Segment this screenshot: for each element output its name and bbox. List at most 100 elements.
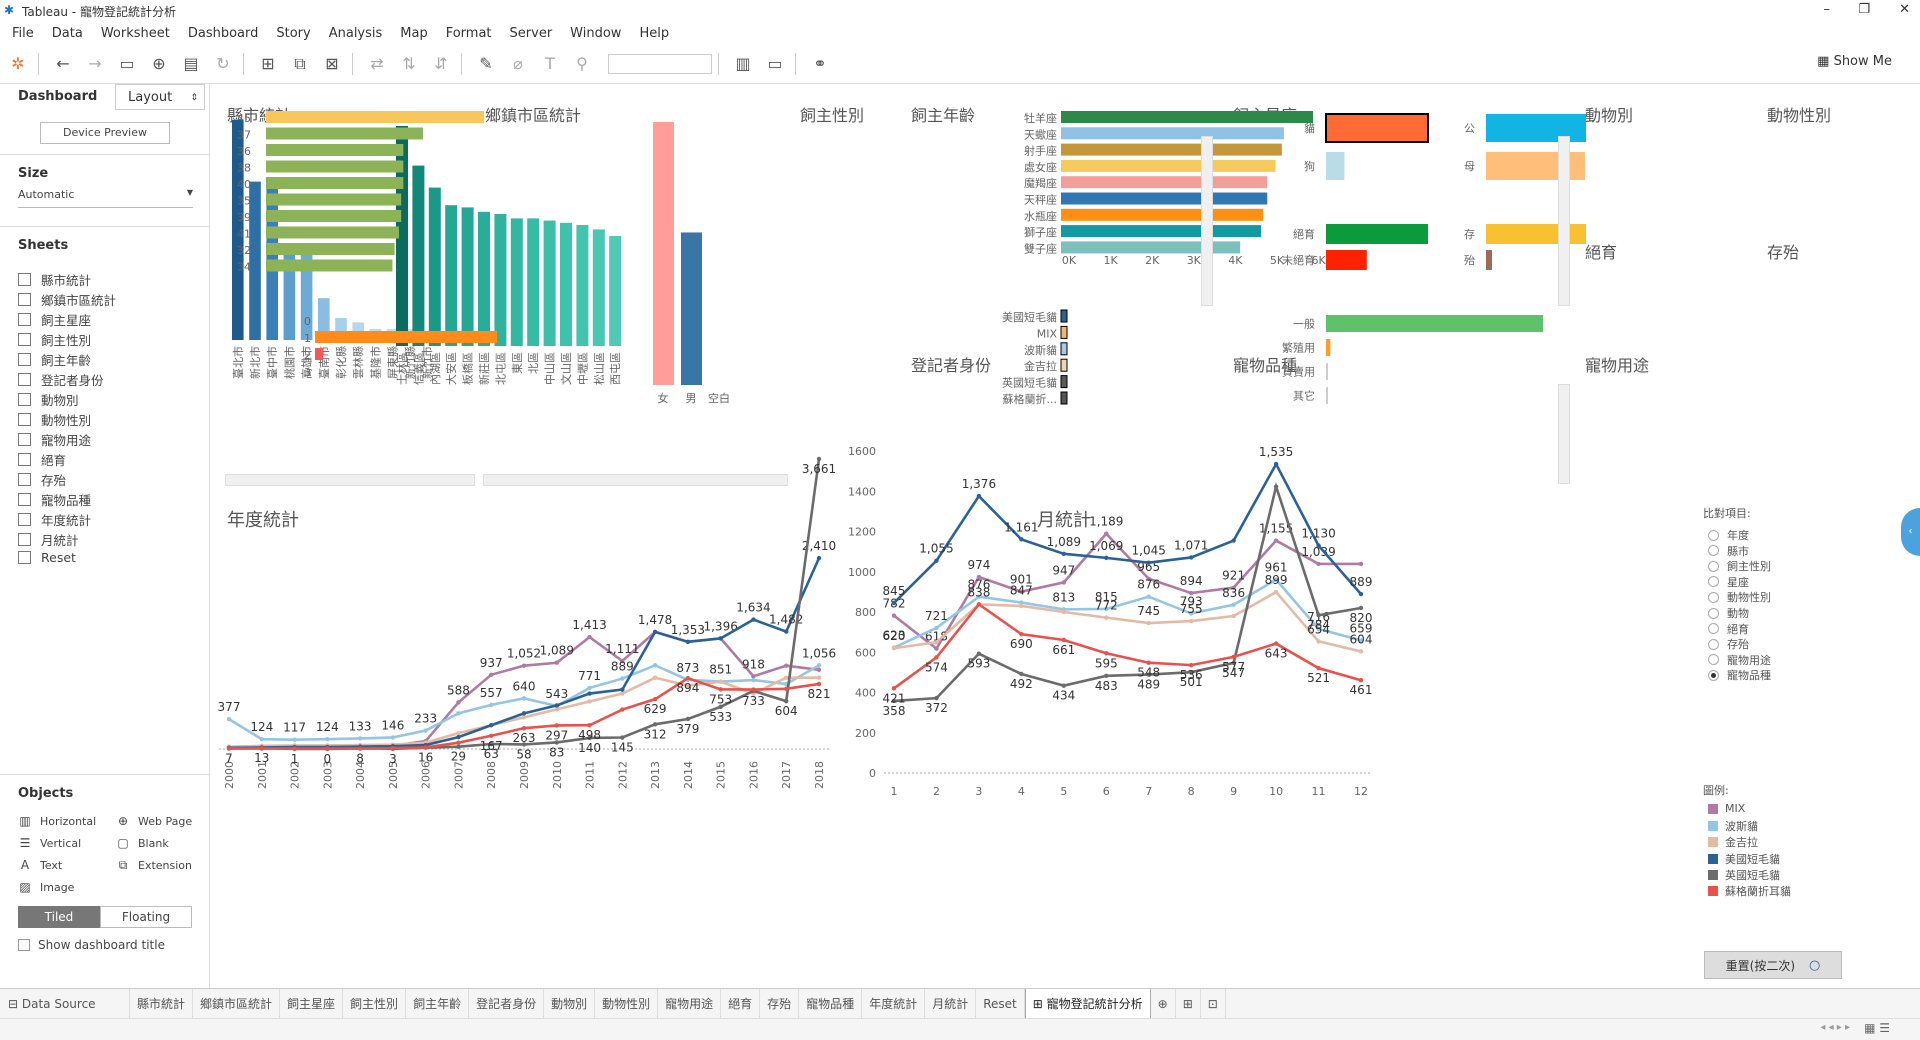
- menu-help[interactable]: Help: [639, 25, 670, 41]
- new-datasource-icon[interactable]: ⊕: [152, 54, 166, 73]
- sheet-tab[interactable]: 飼主星座: [280, 988, 344, 1019]
- legend-item[interactable]: 蘇格蘭折耳貓: [1708, 883, 1791, 899]
- compare-option[interactable]: 動物性別: [1708, 589, 1771, 605]
- new-dashboard-tab-icon[interactable]: ⊞: [1176, 988, 1201, 1019]
- sheet-tab[interactable]: 動物別: [544, 988, 596, 1019]
- sheet-tab[interactable]: 年度統計: [862, 988, 926, 1019]
- sheet-tab[interactable]: 絕育: [721, 988, 761, 1019]
- sheet-tab[interactable]: 月統計: [925, 988, 977, 1019]
- sheet-item[interactable]: 年度統計: [18, 510, 91, 529]
- labels-icon[interactable]: T: [545, 54, 555, 73]
- reset-button[interactable]: 重置(按二次) ○: [1704, 951, 1842, 979]
- compare-option[interactable]: 寵物品種: [1708, 667, 1771, 683]
- pin-icon[interactable]: ⚲: [576, 54, 588, 73]
- fit-dropdown[interactable]: [608, 53, 712, 74]
- object-extension[interactable]: ⧉ Extension: [116, 858, 192, 873]
- sort-ascending-icon[interactable]: ⇅: [402, 54, 416, 73]
- sort-descending-icon[interactable]: ⇵: [434, 54, 448, 73]
- object-web-page[interactable]: ⊕ Web Page: [116, 814, 192, 828]
- presentation-mode-icon[interactable]: ▭: [767, 54, 783, 73]
- share-icon[interactable]: ⚭: [813, 54, 827, 73]
- sheet-item[interactable]: 動物別: [18, 390, 79, 409]
- sheet-tab[interactable]: 動物性別: [595, 988, 659, 1019]
- size-dropdown[interactable]: Automatic ▼: [18, 188, 193, 208]
- sheet-item[interactable]: 寵物品種: [18, 490, 91, 509]
- menu-file[interactable]: File: [12, 25, 34, 41]
- menu-data[interactable]: Data: [51, 25, 83, 41]
- tab-layout[interactable]: Layout ⇕: [115, 84, 205, 110]
- device-preview-button[interactable]: Device Preview: [40, 122, 170, 144]
- compare-option[interactable]: 年度: [1708, 527, 1749, 543]
- sheet-item[interactable]: 月統計: [18, 530, 79, 549]
- sheet-tab[interactable]: 登記者身份: [469, 988, 545, 1019]
- sheet-item[interactable]: Reset: [18, 550, 76, 565]
- refresh-icon[interactable]: ↻: [216, 54, 230, 73]
- sheet-item[interactable]: 動物性別: [18, 410, 91, 429]
- menu-server[interactable]: Server: [509, 25, 553, 41]
- save-icon[interactable]: ▭: [119, 54, 135, 73]
- menu-map[interactable]: Map: [400, 25, 428, 41]
- compare-option[interactable]: 星座: [1708, 574, 1749, 590]
- compare-option[interactable]: 絕育: [1708, 621, 1749, 637]
- tab-nav-icon[interactable]: ◂ ◂ ▸ ▸: [1820, 1022, 1850, 1033]
- duplicate-sheet-icon[interactable]: ⧉: [294, 53, 306, 73]
- sheet-item[interactable]: 絕育: [18, 450, 66, 469]
- compare-option[interactable]: 縣市: [1708, 543, 1749, 559]
- sheet-tab[interactable]: 飼主性別: [343, 988, 407, 1019]
- side-panel-toggle-icon[interactable]: ‹: [1901, 508, 1920, 556]
- object-text[interactable]: A Text: [18, 858, 62, 872]
- swap-icon[interactable]: ⇄: [370, 54, 384, 73]
- show-title-checkbox[interactable]: Show dashboard title: [18, 938, 165, 952]
- sheet-tab[interactable]: 寵物品種: [799, 988, 863, 1019]
- pause-updates-icon[interactable]: ▤: [183, 54, 199, 73]
- group-icon[interactable]: ⌀: [513, 54, 523, 73]
- compare-option[interactable]: 動物: [1708, 605, 1749, 621]
- new-worksheet-tab-icon[interactable]: ⊕: [1151, 988, 1176, 1019]
- new-story-tab-icon[interactable]: ⊡: [1201, 988, 1226, 1019]
- dashboard-tab-active[interactable]: ⊞ 寵物登記統計分析: [1024, 988, 1151, 1019]
- compare-option[interactable]: 存殆: [1708, 636, 1749, 652]
- close-icon[interactable]: ✕: [1899, 2, 1910, 17]
- undo-icon[interactable]: ←: [56, 54, 70, 73]
- breed-scrollbar[interactable]: [1558, 384, 1570, 484]
- redo-icon[interactable]: →: [88, 54, 102, 73]
- zodiac-scrollbar[interactable]: [1558, 136, 1570, 306]
- sheet-tab[interactable]: 寵物用途: [658, 988, 722, 1019]
- sheet-item[interactable]: 飼主星座: [18, 310, 91, 329]
- sheet-tab[interactable]: 鄉鎮市區統計: [193, 988, 281, 1019]
- sheet-item[interactable]: 寵物用途: [18, 430, 91, 449]
- menu-story[interactable]: Story: [276, 25, 311, 41]
- clear-sheet-icon[interactable]: ⊠: [325, 54, 339, 73]
- highlight-icon[interactable]: ✎: [479, 54, 493, 73]
- compare-option[interactable]: 寵物用途: [1708, 652, 1771, 668]
- object-vertical[interactable]: ☰ Vertical: [18, 836, 82, 850]
- minimize-icon[interactable]: –: [1823, 2, 1831, 17]
- object-blank[interactable]: ▢ Blank: [116, 836, 168, 850]
- menu-format[interactable]: Format: [445, 25, 492, 41]
- sheet-item[interactable]: 飼主性別: [18, 330, 91, 349]
- sheet-tab[interactable]: 飼主年齡: [406, 988, 470, 1019]
- sheet-item[interactable]: 縣市統計: [18, 270, 91, 289]
- county-scrollbar[interactable]: [225, 474, 475, 486]
- data-source-tab[interactable]: ⊟ Data Source: [0, 988, 130, 1019]
- new-worksheet-icon[interactable]: ⊞: [261, 54, 275, 73]
- object-image[interactable]: ▨ Image: [18, 880, 74, 894]
- menu-window[interactable]: Window: [570, 25, 622, 41]
- compare-option[interactable]: 飼主性別: [1708, 558, 1771, 574]
- tableau-home-icon[interactable]: ✲: [11, 54, 25, 73]
- sheet-item[interactable]: 存殆: [18, 470, 66, 489]
- sheet-tab[interactable]: 存殆: [760, 988, 800, 1019]
- object-horizontal[interactable]: ▥ Horizontal: [18, 814, 96, 828]
- sheet-item[interactable]: 鄉鎮市區統計: [18, 290, 116, 309]
- floating-toggle[interactable]: Floating: [100, 906, 192, 928]
- legend-item[interactable]: 美國短毛貓: [1708, 851, 1780, 867]
- maximize-icon[interactable]: ❐: [1858, 2, 1870, 17]
- grid-view-icon[interactable]: ▦ ☰: [1864, 1021, 1890, 1035]
- legend-item[interactable]: 波斯貓: [1708, 818, 1758, 834]
- tab-dashboard[interactable]: Dashboard: [0, 84, 112, 110]
- sheet-item[interactable]: 飼主年齡: [18, 350, 91, 369]
- menu-worksheet[interactable]: Worksheet: [100, 25, 170, 41]
- sheet-tab[interactable]: Reset: [976, 988, 1025, 1019]
- district-scrollbar[interactable]: [483, 474, 788, 486]
- menu-dashboard[interactable]: Dashboard: [187, 25, 259, 41]
